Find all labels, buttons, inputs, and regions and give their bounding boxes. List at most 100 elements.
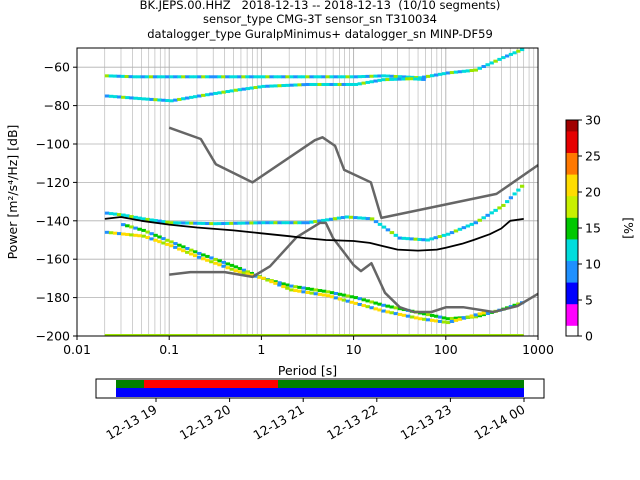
psd-histogram-cell [453, 70, 459, 74]
psd-histogram-cell [289, 221, 294, 225]
psd-histogram-cell [192, 95, 198, 99]
psd-histogram-cell [321, 293, 327, 297]
psd-histogram-cell [357, 216, 362, 220]
colorbar-cell [566, 202, 578, 207]
psd-histogram-cell [277, 75, 282, 79]
colorbar-cell [566, 242, 578, 247]
psd-histogram-cell [217, 91, 222, 95]
psd-histogram-cell [289, 75, 294, 79]
psd-histogram-cell [377, 78, 382, 82]
psd-histogram-cell [469, 68, 475, 72]
psd-histogram-cell [457, 227, 463, 231]
psd-histogram-cell [153, 98, 158, 102]
psd-histogram-cell [453, 229, 459, 233]
psd-histogram-cell [249, 86, 254, 90]
psd-histogram-cell [365, 217, 371, 221]
psd-histogram-cell [297, 221, 302, 225]
psd-histogram-cell [245, 87, 251, 91]
psd-histogram-cell [108, 74, 114, 78]
psd-histogram-cell [393, 312, 399, 316]
psd-histogram-cell [125, 224, 130, 228]
psd-histogram-cell [309, 75, 314, 79]
psd-histogram-cell [325, 75, 330, 79]
psd-histogram-cell [237, 221, 242, 225]
psd-histogram-cell [253, 75, 258, 79]
psd-histogram-cell [377, 222, 383, 226]
psd-histogram-cell [377, 308, 382, 312]
psd-histogram-cell [381, 225, 387, 229]
psd-histogram-cell [185, 247, 190, 251]
psd-histogram-cell [189, 248, 194, 252]
psd-histogram-cell [337, 292, 343, 296]
psd-histogram-cell [261, 84, 266, 88]
psd-histogram-cell [365, 80, 370, 84]
psd-histogram-cell [257, 221, 262, 225]
psd-histogram-cell [397, 77, 402, 81]
psd-histogram-cell [249, 271, 254, 275]
x-tick-label: 10 [346, 342, 362, 357]
psd-histogram-cell [445, 232, 451, 236]
psd-histogram-cell [209, 92, 214, 96]
psd-histogram-cell [237, 88, 243, 92]
psd-histogram-cell [477, 66, 482, 70]
psd-histogram-cell [516, 188, 521, 192]
x-tick-label: 0.1 [159, 342, 179, 357]
psd-histogram-cell [361, 304, 366, 308]
psd-histogram-cell [141, 228, 146, 232]
y-axis: −60 −80 −100 −120 −140 −160 −180 −200 [36, 60, 77, 344]
psd-histogram-cell [485, 213, 490, 217]
psd-histogram-cell [516, 302, 521, 306]
psd-histogram-cell [225, 262, 231, 266]
psd-histogram-cell [225, 90, 231, 94]
colorbar-cell [566, 206, 578, 211]
plot-frame [76, 47, 539, 337]
psd-histogram-cell [381, 74, 386, 78]
psd-histogram-cell [265, 221, 270, 225]
psd-histogram-cell [501, 56, 506, 60]
psd-histogram-cell [353, 216, 358, 220]
psd-histogram-cell [425, 238, 430, 242]
psd-histogram-cell [317, 219, 322, 223]
psd-histogram-cell [449, 316, 455, 320]
psd-histogram-cell [221, 264, 226, 268]
psd-histogram-cell [177, 75, 182, 79]
psd-histogram-cell [285, 286, 290, 290]
psd-histogram-cell [265, 75, 270, 79]
psd-histogram-cell [413, 316, 419, 320]
x-axis: 0.01 0.1 1 10 100 1000 [63, 336, 554, 357]
psd-histogram-cell [417, 237, 422, 241]
psd-histogram-cell [261, 276, 266, 280]
colorbar-cell [566, 231, 578, 236]
psd-histogram-cell [225, 266, 231, 270]
psd-histogram-cell [293, 285, 298, 289]
psd-histogram-cell [519, 48, 525, 52]
psd-histogram-cell [393, 233, 399, 237]
psd-histogram-cell [393, 306, 399, 310]
psd-histogram-cell [233, 75, 238, 79]
psd-histogram-cell [229, 75, 234, 79]
colorbar-cell [566, 228, 578, 233]
psd-histogram-cell [493, 59, 498, 63]
timeline: 12-13 19 12-13 20 12-13 21 12-13 22 12-13 23… [95, 378, 545, 443]
psd-histogram-cell [353, 301, 359, 305]
psd-histogram-cell [265, 278, 270, 282]
psd-histogram-cell [165, 220, 170, 224]
psd-histogram-cell [497, 57, 502, 61]
colorbar-cell [566, 296, 578, 301]
psd-histogram-cell [293, 83, 298, 87]
colorbar-cell [566, 310, 578, 315]
psd-histogram-cell [161, 220, 166, 224]
psd-histogram-cell [397, 312, 403, 316]
psd-histogram-cell [389, 231, 395, 235]
psd-histogram-cell [137, 234, 142, 238]
colorbar-cell [566, 332, 578, 337]
psd-histogram-cell [441, 316, 447, 320]
psd-histogram-cell [140, 75, 146, 79]
psd-histogram-cell [104, 211, 110, 215]
psd-histogram-cell [317, 82, 322, 86]
psd-histogram-cell [148, 75, 154, 79]
colorbar-cell [566, 260, 578, 265]
psd-histogram-cell [241, 221, 246, 225]
psd-histogram-cell [137, 227, 142, 231]
psd-histogram-cell [137, 216, 142, 220]
